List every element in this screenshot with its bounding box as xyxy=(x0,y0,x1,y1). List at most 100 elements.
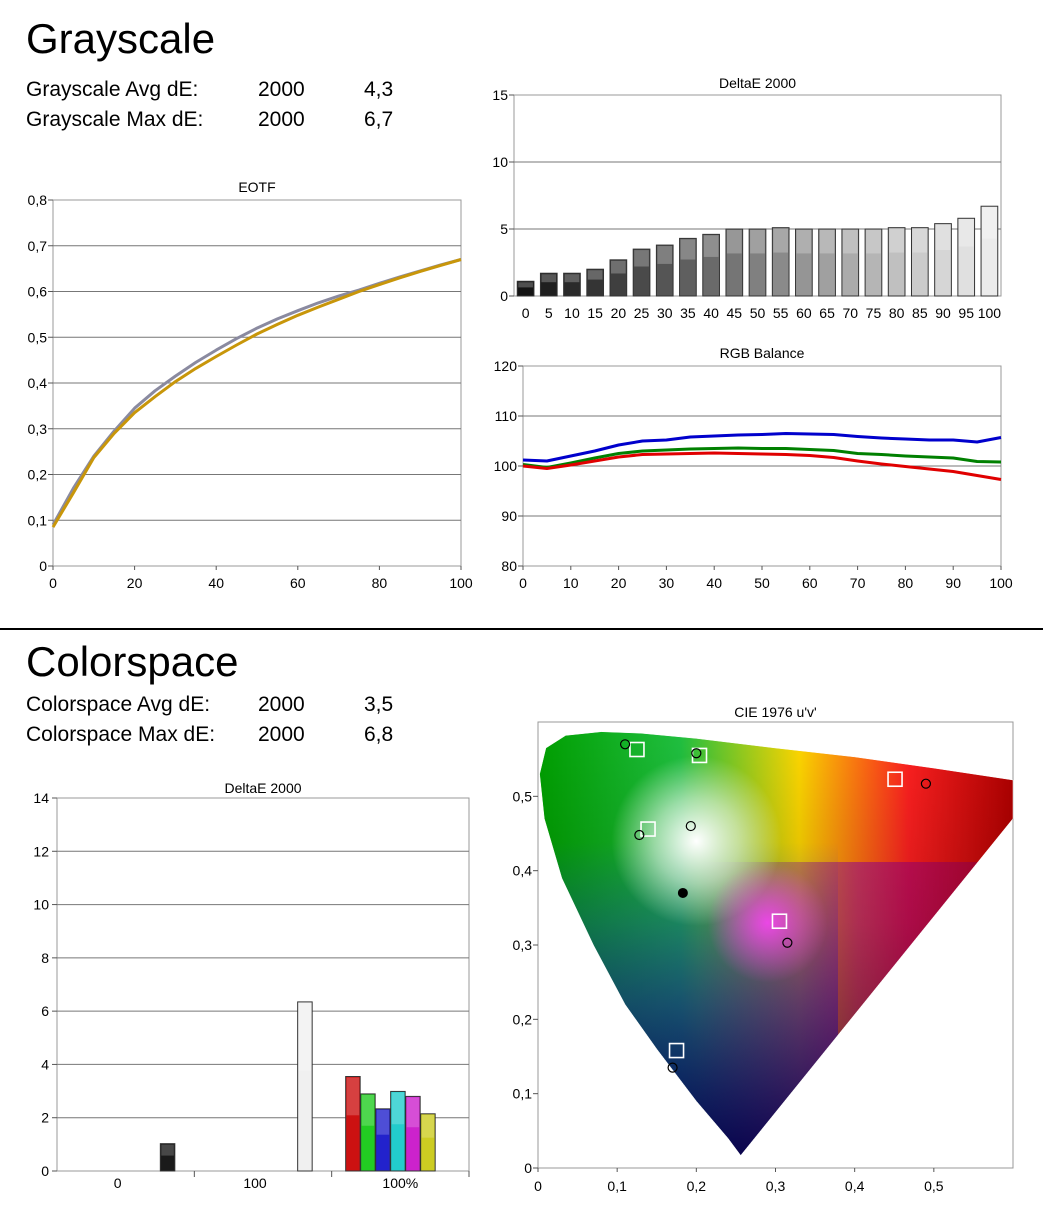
gray-de-bar xyxy=(980,205,999,297)
colorspace-title: Colorspace xyxy=(26,638,239,685)
color-de-bar-highlight xyxy=(161,1144,174,1156)
eotf-y-tick-label: 0,6 xyxy=(28,284,48,300)
cie-x-tick-label: 0,5 xyxy=(924,1178,944,1194)
gray-de-x-tick-label: 90 xyxy=(935,305,951,321)
gray-de-bar-highlight xyxy=(773,228,789,253)
eotf-x-tick-label: 0 xyxy=(49,575,57,591)
eotf-y-tick-label: 0,8 xyxy=(28,192,48,208)
gray-de-bar-highlight xyxy=(703,235,719,257)
color-de-bar-highlight xyxy=(376,1109,390,1135)
gray-de-x-tick-label: 55 xyxy=(773,305,789,321)
gray-de-x-tick-label: 80 xyxy=(889,305,905,321)
gray-de-bar-highlight xyxy=(819,230,835,254)
gray-de-x-tick-label: 40 xyxy=(703,305,719,321)
gray-de-x-tick-label: 50 xyxy=(750,305,766,321)
gray-de-bar xyxy=(539,272,558,297)
gray-de-x-tick-label: 5 xyxy=(545,305,553,321)
gray-de-x-tick-label: 75 xyxy=(866,305,882,321)
gray-de-x-tick-label: 20 xyxy=(611,305,627,321)
rgb-balance-x-tick-label: 20 xyxy=(611,575,627,591)
eotf-x-tick-label: 100 xyxy=(449,575,473,591)
color-de-y-tick-label: 0 xyxy=(41,1163,49,1179)
eotf-y-tick-label: 0,7 xyxy=(28,238,48,254)
rgb-balance-y-tick-label: 110 xyxy=(495,408,518,424)
cie-y-tick-label: 0 xyxy=(524,1160,532,1176)
eotf-series-line xyxy=(51,258,462,528)
gray-de-bar-highlight xyxy=(518,282,533,288)
gray-de-bar-highlight xyxy=(634,250,649,267)
eotf-y-tick-label: 0 xyxy=(39,558,47,574)
gray-de-x-tick-label: 45 xyxy=(727,305,743,321)
gray-de-bar-highlight xyxy=(680,239,696,260)
gray-de-bar-highlight xyxy=(796,230,812,254)
gray-de-bar xyxy=(609,259,628,297)
stat-standard: 2000 xyxy=(258,78,305,101)
cie-y-tick-label: 0,2 xyxy=(513,1011,533,1027)
color-de-bar-highlight xyxy=(298,1002,312,1071)
eotf-y-tick-label: 0,1 xyxy=(28,512,48,528)
gray-de-x-tick-label: 30 xyxy=(657,305,673,321)
gray-de-bar xyxy=(887,227,906,297)
rgb-balance-title: RGB Balance xyxy=(720,345,805,361)
eotf-x-tick-label: 40 xyxy=(208,575,224,591)
stat-label: Colorspace Avg dE: xyxy=(26,693,211,716)
gray-de-x-tick-label: 10 xyxy=(564,305,580,321)
cie-target-square xyxy=(668,1042,685,1059)
color-de-bar xyxy=(297,1001,313,1172)
gray-de-bar xyxy=(910,227,929,297)
gray-de-bar-highlight xyxy=(982,207,997,239)
cie-x-tick-label: 0,1 xyxy=(607,1178,627,1194)
gray-de-x-tick-label: 85 xyxy=(912,305,928,321)
color-de-bar xyxy=(420,1113,436,1172)
eotf-y-tick-label: 0,5 xyxy=(28,329,48,345)
gray-de-bar-highlight xyxy=(842,230,858,254)
gray-de-y-tick-label: 10 xyxy=(492,154,508,170)
cie-target-square xyxy=(629,741,645,758)
cie-measured-point xyxy=(920,778,932,789)
cie-x-tick-label: 0 xyxy=(534,1178,542,1194)
cie-measured-point xyxy=(619,739,631,750)
color-de-y-tick-label: 2 xyxy=(41,1110,49,1126)
gray-de-x-tick-label: 60 xyxy=(796,305,812,321)
eotf-y-tick-label: 0,2 xyxy=(28,467,48,483)
color-de-y-tick-label: 14 xyxy=(33,790,49,806)
rgb-balance-y-tick-label: 80 xyxy=(501,558,517,574)
gray-de-bar-highlight xyxy=(611,260,626,274)
cie-x-tick-label: 0,4 xyxy=(845,1178,865,1194)
gray-de-bar xyxy=(679,237,697,297)
gray-de-bar-highlight xyxy=(912,228,928,253)
gray-de-bar xyxy=(934,223,952,297)
gray-de-bar xyxy=(516,280,535,297)
stat-label: Grayscale Max dE: xyxy=(26,108,204,131)
eotf-title: EOTF xyxy=(238,179,275,195)
gray-de-bar xyxy=(818,228,836,297)
gray-de-bar-highlight xyxy=(541,274,557,283)
gray-de-bar-highlight xyxy=(726,230,742,254)
gray-de-x-tick-label: 25 xyxy=(634,305,650,321)
cie-measured-point xyxy=(782,937,793,948)
rgb-balance-x-tick-label: 0 xyxy=(519,575,527,591)
color-de-bar xyxy=(159,1143,176,1172)
rgb-balance-x-tick-label: 10 xyxy=(563,575,579,591)
color-de-bar-highlight xyxy=(346,1077,360,1116)
eotf-x-tick-label: 60 xyxy=(290,575,306,591)
cie-x-tick-label: 0,2 xyxy=(687,1178,707,1194)
cie-y-tick-label: 0,5 xyxy=(513,788,533,804)
gray-de-bar xyxy=(771,227,790,297)
cie-measured-point xyxy=(691,748,702,759)
gray-de-x-tick-label: 65 xyxy=(819,305,835,321)
rgb-balance-x-tick-label: 40 xyxy=(706,575,722,591)
color-de-y-tick-label: 10 xyxy=(33,897,49,913)
rgb-balance-series-line xyxy=(522,432,1002,463)
gray-de-title: DeltaE 2000 xyxy=(719,75,796,91)
gray-de-y-tick-label: 0 xyxy=(500,288,508,304)
gray-de-x-tick-label: 35 xyxy=(680,305,696,321)
cie-target-square xyxy=(887,771,903,788)
color-de-bar-highlight xyxy=(421,1114,435,1138)
gray-de-bar xyxy=(957,217,976,297)
grayscale-title: Grayscale xyxy=(26,15,216,62)
rgb-balance-series-line xyxy=(522,446,1002,469)
stat-standard: 2000 xyxy=(258,693,305,716)
gray-de-y-tick-label: 15 xyxy=(492,87,508,103)
